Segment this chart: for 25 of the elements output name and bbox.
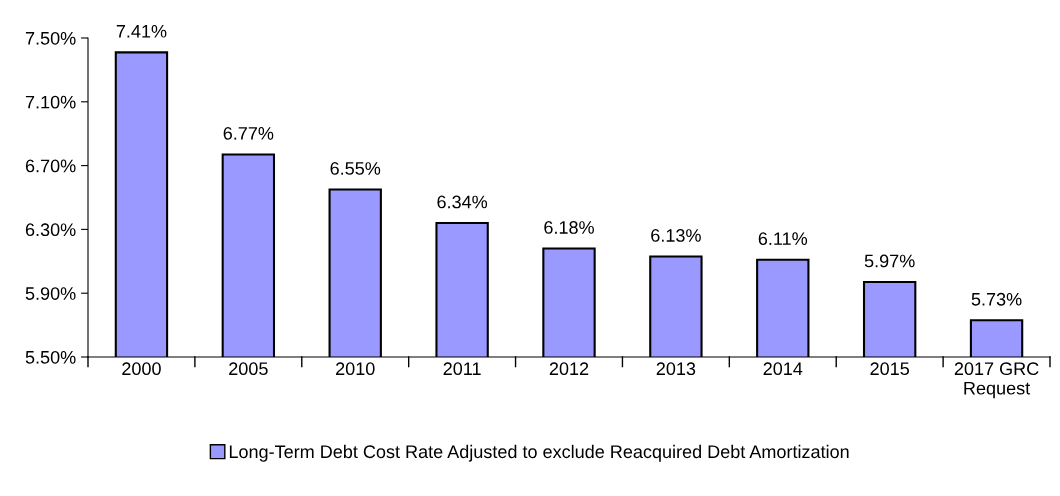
x-tick-label: 2017 GRC Request: [954, 362, 1039, 399]
y-tick-label: 7.50%: [25, 31, 76, 45]
y-tick-label: 7.10%: [25, 95, 76, 109]
data-label: 7.41%: [116, 24, 167, 38]
data-label: 5.97%: [864, 254, 915, 268]
x-tick-label: 2013: [656, 362, 696, 376]
data-label: 6.11%: [758, 232, 808, 246]
data-label: 6.77%: [223, 126, 274, 140]
y-tick-label: 5.90%: [25, 287, 76, 300]
x-tick-label: 2010: [336, 362, 375, 376]
data-label: 6.18%: [544, 221, 594, 234]
y-tick-label: 6.30%: [25, 223, 76, 237]
x-tick-label: 2005: [229, 362, 268, 376]
x-tick-label: 2011: [443, 362, 481, 376]
x-tick-label: 2012: [549, 362, 589, 376]
y-tick-label: 5.50%: [25, 350, 76, 364]
data-label: 6.34%: [437, 195, 488, 209]
x-tick-label: 2000: [122, 362, 161, 376]
legend-label: Long-Term Debt Cost Rate Adjusted to exclude Reacquired Debt Amortization: [229, 444, 849, 462]
y-tick-label: 6.70%: [25, 159, 76, 173]
data-label: 6.55%: [330, 162, 381, 175]
data-label: 5.73%: [971, 292, 1022, 306]
x-tick-label: 2014: [763, 362, 803, 376]
data-label: 6.13%: [651, 229, 701, 242]
x-tick-label: 2015: [870, 362, 909, 376]
